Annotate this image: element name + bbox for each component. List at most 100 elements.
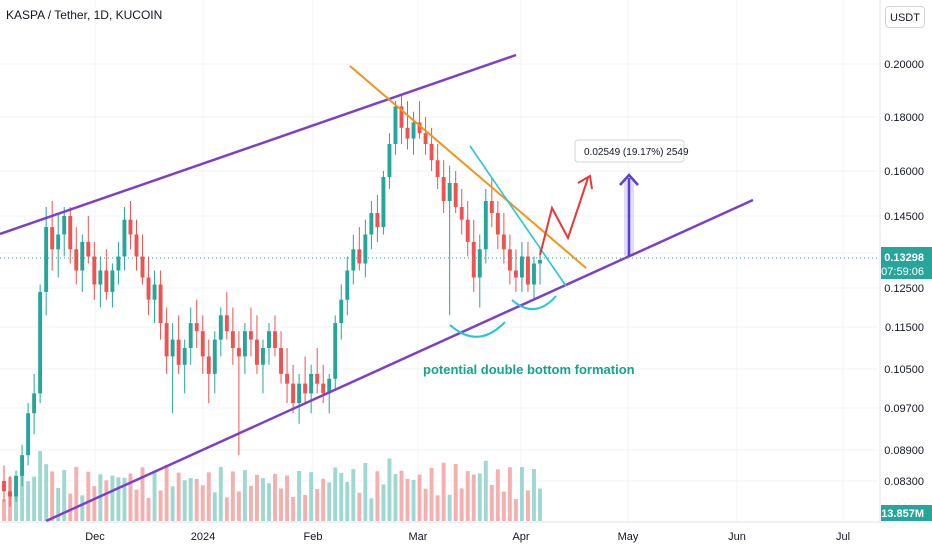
volume-bar-30 xyxy=(182,480,187,521)
candle-body-83 xyxy=(501,234,506,250)
candle-body-33 xyxy=(200,331,205,357)
candle-body-35 xyxy=(212,339,217,374)
candle-body-11 xyxy=(68,216,73,250)
volume-bar-36 xyxy=(218,466,223,521)
chart-title: KASPA / Tether, 1D, KUCOIN xyxy=(6,8,163,22)
volume-bar-52 xyxy=(315,489,320,521)
y-tick-label-10: 0.08300 xyxy=(884,476,924,488)
volume-bar-65 xyxy=(393,474,398,521)
candle-body-18 xyxy=(110,270,115,292)
volume-bar-73 xyxy=(441,462,446,521)
candle-body-49 xyxy=(297,383,302,404)
volume-bar-22 xyxy=(134,489,139,521)
volume-bar-32 xyxy=(194,478,199,521)
x-tick-label-5: May xyxy=(618,531,639,543)
volume-bar-24 xyxy=(146,497,151,521)
candle-body-67 xyxy=(405,127,410,139)
x-tick-label-2: Feb xyxy=(304,531,323,543)
candle-body-17 xyxy=(104,270,109,292)
currency-button[interactable]: USDT xyxy=(885,6,925,28)
candle-body-32 xyxy=(194,323,199,332)
annotation-text: potential double bottom formation xyxy=(423,362,635,377)
volume-bar-12 xyxy=(74,466,79,521)
volume-bar-63 xyxy=(381,484,386,521)
candle-body-75 xyxy=(453,183,458,207)
volume-bar-56 xyxy=(339,472,344,521)
candle-body-79 xyxy=(477,249,482,278)
candle-body-23 xyxy=(140,256,145,278)
volume-bar-10 xyxy=(62,470,67,521)
volume-bar-81 xyxy=(489,484,494,521)
candle-body-9 xyxy=(56,234,61,250)
current-price-badge xyxy=(881,247,932,279)
y-tick-label-7: 0.10500 xyxy=(884,364,924,376)
candle-body-78 xyxy=(471,241,476,278)
volume-bar-47 xyxy=(285,475,290,521)
candle-body-26 xyxy=(158,284,163,324)
volume-bar-83 xyxy=(501,491,506,521)
candle-body-64 xyxy=(387,144,392,177)
volume-bar-89 xyxy=(538,488,542,521)
candle-body-82 xyxy=(495,213,500,235)
candle-body-71 xyxy=(429,144,434,161)
volume-bar-78 xyxy=(471,474,476,521)
lower-channel-line xyxy=(45,198,754,523)
volume-bar-55 xyxy=(333,467,338,521)
candle-body-12 xyxy=(74,249,79,271)
candle-body-14 xyxy=(86,241,91,257)
volume-bar-66 xyxy=(399,470,404,521)
volume-bar-69 xyxy=(417,474,422,521)
candle-body-39 xyxy=(236,348,241,357)
candle-body-52 xyxy=(315,373,320,384)
candle-body-70 xyxy=(423,133,428,144)
volume-bar-3 xyxy=(20,472,25,521)
volume-bar-0 xyxy=(2,499,6,521)
x-tick-label-7: Jul xyxy=(836,531,850,543)
candle-body-22 xyxy=(134,234,139,257)
candle-body-6 xyxy=(38,291,43,394)
candle-body-25 xyxy=(152,284,157,300)
candle-body-41 xyxy=(248,331,253,340)
volume-bar-51 xyxy=(309,472,314,521)
candle-body-37 xyxy=(224,315,229,332)
volume-bar-80 xyxy=(483,460,488,521)
candle-body-21 xyxy=(128,219,133,235)
volume-bar-70 xyxy=(423,488,428,521)
candle-body-88 xyxy=(532,263,536,285)
candle-body-84 xyxy=(507,249,512,271)
candle-body-77 xyxy=(465,219,470,242)
candle-body-1 xyxy=(8,491,12,497)
candle-body-46 xyxy=(279,348,283,374)
volume-label: 13.857M xyxy=(881,508,924,520)
volume-bar-43 xyxy=(261,478,265,521)
candle-body-53 xyxy=(321,383,326,394)
volume-bar-87 xyxy=(525,490,530,521)
candle-body-55 xyxy=(333,323,338,379)
volume-bar-14 xyxy=(86,471,91,521)
candle-body-4 xyxy=(26,413,31,456)
y-tick-label-2: 0.16000 xyxy=(884,166,924,178)
candle-body-74 xyxy=(447,183,452,201)
volume-bar-86 xyxy=(519,467,524,521)
candle-body-58 xyxy=(351,249,356,271)
candle-body-65 xyxy=(393,106,398,144)
volume-bar-67 xyxy=(405,478,410,521)
candle-body-72 xyxy=(435,160,440,177)
candle-body-7 xyxy=(44,227,49,292)
candle-body-38 xyxy=(230,331,235,348)
bottom-arc-left xyxy=(449,321,506,338)
candle-body-80 xyxy=(483,201,488,250)
candle-body-31 xyxy=(188,323,193,348)
volume-bar-61 xyxy=(369,498,374,521)
candle-body-57 xyxy=(345,270,350,300)
volume-bar-59 xyxy=(357,492,362,521)
volume-bar-20 xyxy=(122,477,127,521)
volume-bar-15 xyxy=(92,486,97,521)
volume-bar-74 xyxy=(447,494,452,521)
volume-bar-71 xyxy=(429,467,434,521)
candle-body-86 xyxy=(519,256,524,278)
candle-body-30 xyxy=(182,348,187,365)
volume-bar-31 xyxy=(188,478,193,521)
volume-bar-7 xyxy=(44,464,49,521)
